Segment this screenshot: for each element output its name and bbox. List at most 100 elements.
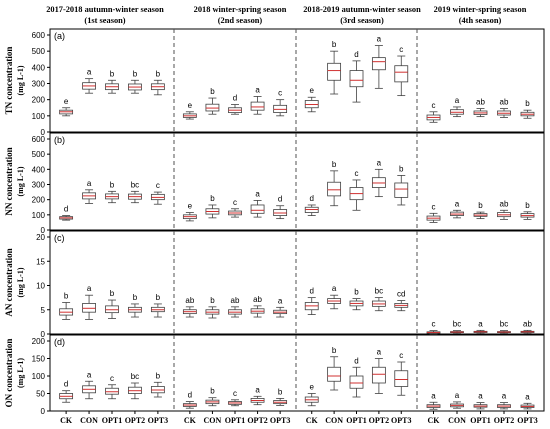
significance-letter: e	[64, 97, 69, 106]
significance-letter: a	[278, 296, 283, 305]
significance-letter: e	[188, 202, 193, 211]
box-ck: d	[59, 380, 74, 403]
box-opt1: b	[105, 180, 119, 204]
box-ck: d	[304, 194, 319, 216]
significance-letter: a	[455, 199, 460, 208]
box-iqr	[250, 204, 265, 214]
significance-letter: d	[310, 287, 314, 296]
significance-letter: e	[188, 101, 193, 110]
x-tick-label: CK	[184, 416, 197, 425]
significance-letter: a	[377, 158, 382, 167]
box-opt2: bc	[497, 320, 511, 334]
box-con: b	[205, 387, 220, 407]
box-opt3: a	[520, 392, 535, 410]
significance-letter: bc	[500, 320, 508, 329]
significance-letter: b	[110, 180, 115, 189]
significance-letter: a	[478, 392, 483, 401]
panel-b: 0 100 200 300 400 500 600 NN concentration (mg L…	[4, 132, 545, 235]
box-ck: d	[59, 205, 74, 221]
significance-letter: d	[233, 94, 237, 103]
x-tick-label: CON	[204, 416, 222, 425]
x-tick-label: CK	[60, 416, 73, 425]
season-2-subtitle: (2nd season)	[218, 16, 263, 25]
box-opt2: ab	[497, 98, 511, 118]
significance-letter: ab	[500, 98, 509, 107]
box-ck: ab	[182, 296, 197, 318]
significance-letter: a	[377, 35, 382, 44]
season-3-subtitle: (3rd season)	[340, 16, 384, 25]
significance-letter: b	[156, 293, 161, 302]
y-tick-label: 500	[32, 150, 46, 159]
significance-letter: c	[278, 89, 282, 98]
box-opt2: bc	[128, 372, 142, 400]
x-tick-label: OPT2	[125, 416, 145, 425]
season-2-title: 2018 winter-spring season	[194, 5, 287, 14]
box-opt3: b	[273, 387, 288, 406]
significance-letter: bc	[131, 372, 139, 381]
y-tick-label: 100	[32, 372, 46, 381]
y-axis-unit: (mg L-1)	[16, 358, 25, 388]
significance-letter: e	[310, 86, 315, 95]
significance-letter: d	[354, 50, 358, 59]
significance-letter: d	[64, 380, 68, 389]
y-tick-label: 200	[32, 96, 46, 105]
x-tick-label: OPT2	[369, 416, 389, 425]
significance-letter: a	[455, 96, 460, 105]
box-opt2: bc	[128, 180, 142, 204]
x-tick-label: OPT3	[517, 416, 537, 425]
x-tick-label: OPT1	[225, 416, 245, 425]
box-opt2: a	[250, 189, 265, 218]
box-opt3: ab	[520, 319, 535, 334]
box-opt3: cd	[394, 290, 409, 312]
season-1-title: 2017-2018 autumn-winter season	[46, 5, 164, 14]
box-ck: d	[182, 391, 197, 409]
significance-letter: c	[233, 389, 237, 398]
box-opt1: a	[473, 392, 488, 410]
y-tick-label: 300	[32, 181, 46, 190]
y-tick-label: 0	[41, 330, 46, 339]
significance-letter: d	[354, 356, 358, 365]
box-iqr	[327, 181, 342, 197]
box-iqr	[327, 62, 342, 81]
significance-letter: a	[377, 348, 382, 357]
significance-letter: d	[188, 391, 192, 400]
box-opt2: a	[250, 85, 265, 115]
season-1-subtitle: (1st season)	[84, 16, 125, 25]
box-opt3: d	[273, 195, 288, 220]
season-3-title: 2018-2019 autumn-winter season	[303, 5, 421, 14]
significance-letter: c	[432, 202, 436, 211]
panel-a: 0 100 200 300 400 500 600 TN concentration (mg L…	[4, 28, 545, 137]
y-tick-label: 20	[36, 233, 45, 242]
x-tick-label: OPT3	[270, 416, 290, 425]
significance-letter: ab	[185, 296, 194, 305]
significance-letter: b	[332, 346, 337, 355]
significance-letter: b	[110, 69, 115, 78]
significance-letter: a	[255, 189, 260, 198]
box-opt2: a	[371, 158, 386, 198]
box-iqr	[349, 375, 364, 389]
significance-letter: b	[332, 160, 337, 169]
panel-frame	[49, 230, 545, 335]
x-tick-label: OPT1	[470, 416, 490, 425]
significance-letter: b	[210, 87, 215, 96]
x-tick-label: CON	[80, 416, 98, 425]
box-opt3: c	[394, 45, 409, 97]
box-ck: c	[426, 320, 441, 335]
box-opt1: d	[349, 356, 364, 398]
significance-letter: c	[432, 320, 436, 329]
box-opt1: a	[473, 319, 488, 334]
y-tick-label: 600	[32, 31, 46, 40]
y-axis-label: NN concentration	[4, 147, 14, 215]
panel-frame	[49, 28, 545, 133]
y-axis-label: AN concentration	[4, 248, 14, 316]
y-tick-label: 100	[32, 211, 46, 220]
significance-letter: c	[110, 374, 114, 383]
box-opt2: a	[497, 392, 511, 410]
box-iqr	[349, 70, 364, 88]
x-axis-labels: CK CON OPT1 OPT2 OPT3 CK CON OPT1 OPT2 OPT3 CK CON O…	[60, 411, 538, 425]
box-con: bc	[450, 320, 464, 334]
y-axis-unit: (mg L-1)	[16, 166, 25, 196]
panel-frame	[49, 334, 545, 412]
y-tick-label: 0	[41, 128, 46, 137]
